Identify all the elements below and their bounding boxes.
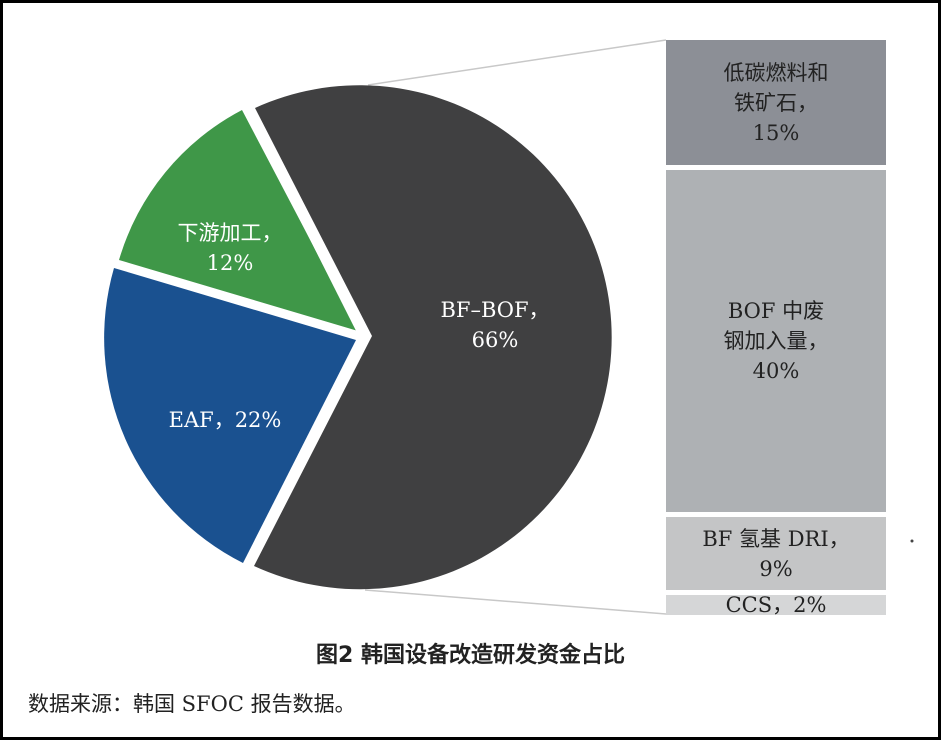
pie-label-downstream: 下游加工， 12% [150,218,310,278]
pie-label-eaf: EAF，22% [140,405,310,435]
bar-label-line: 铁矿石， [734,90,818,115]
bar-label-line: BF 氢基 DRI， [702,526,850,551]
pie-label-bf-bof-name: BF–BOF， [440,298,550,322]
bar-label-ccs: CCS，2% [666,593,886,617]
stray-mark [910,539,914,543]
pie-label-eaf-text: EAF，22% [168,408,282,432]
pie-slice-downstream [119,110,358,331]
bar-label-line: 低碳燃料和 [723,60,829,85]
pie-slice-bf-bof [254,85,612,590]
connector-line-bottom [364,589,667,615]
pie-slice-eaf [104,268,357,563]
bar-segment-ccs [666,595,886,615]
bar-segment-low-carbon-fuel [666,40,886,165]
bar-label-low-carbon-fuel: 低碳燃料和 铁矿石， 15% [666,40,886,165]
bar-label-bf-hydrogen-dri: BF 氢基 DRI， 9% [666,517,886,590]
connector-line-top [367,39,667,86]
pie-label-bf-bof: BF–BOF， 66% [395,295,595,355]
bar-label-value: 9% [759,556,793,581]
bar-label-line: CCS，2% [725,593,827,617]
bar-segment-bof-scrap [666,170,886,512]
bar-label-bof-scrap: BOF 中废 钢加入量， 40% [666,170,886,512]
bar-label-value: 15% [752,120,800,145]
bar-label-value: 40% [752,359,800,383]
bar-label-line: 钢加入量， [723,329,829,353]
bar-segment-bf-hydrogen-dri [666,517,886,590]
bar-label-line: BOF 中废 [727,299,825,323]
figure-caption: 图2 韩国设备改造研发资金占比 [316,643,625,668]
pie-label-downstream-value: 12% [206,251,254,275]
data-source-note: 数据来源：韩国 SFOC 报告数据。 [28,692,356,716]
pie-label-downstream-name: 下游加工， [177,221,283,245]
pie-label-bf-bof-value: 66% [471,328,519,352]
